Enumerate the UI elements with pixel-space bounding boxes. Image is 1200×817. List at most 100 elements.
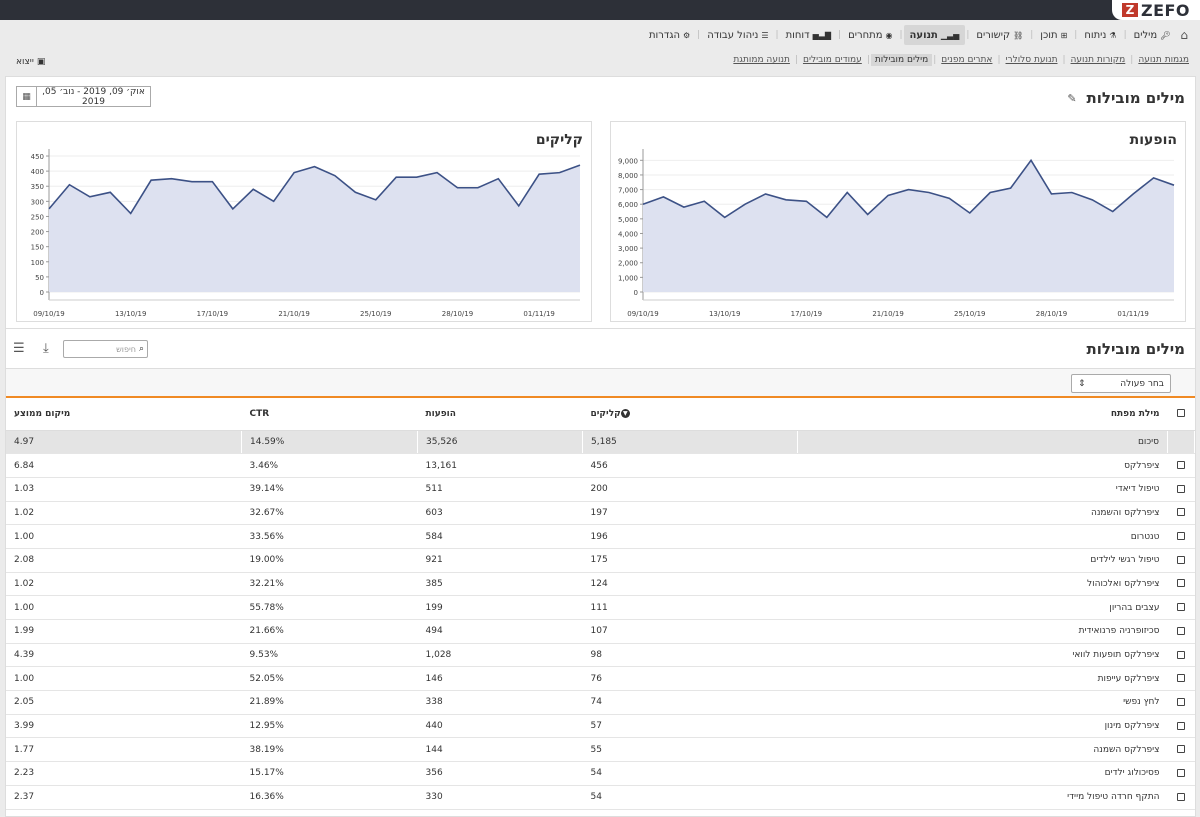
row-checkbox[interactable] (1177, 461, 1185, 470)
section-title: מילים מובילות (1086, 340, 1185, 358)
nav-item-7[interactable]: ניהול עבודה ☰ (701, 25, 774, 45)
wrench-icon[interactable]: ✎ (1067, 91, 1077, 105)
row-checkbox-cell (1167, 524, 1195, 549)
cell-keyword: סכיזופרניה פרנואידית (797, 619, 1168, 644)
cell-position: 1.02 (6, 572, 242, 597)
nav-item-label: קישורים (976, 29, 1011, 41)
x-tick-label: 13/10/19 (115, 310, 146, 318)
header-ctr[interactable]: CTR (241, 397, 418, 431)
series-line (642, 158, 1175, 219)
table-row[interactable]: טיפול דיאדי 200 511 39.14% 1.03 (6, 477, 1195, 502)
divider (6, 328, 1195, 329)
nav-item-3[interactable]: קישורים ⛓ (970, 25, 1029, 45)
subnav-separator: | (933, 55, 937, 65)
row-checkbox[interactable] (1177, 768, 1185, 777)
row-checkbox[interactable] (1177, 745, 1185, 754)
top-bar: Z ZEFO (0, 0, 1200, 20)
row-checkbox[interactable] (1177, 555, 1185, 564)
main-panel: מילים מובילות ✎ ▦ אוק׳ 09, 2019 - נוב׳ 0… (5, 76, 1196, 817)
y-tick-label: 300 (31, 198, 44, 206)
header-impressions[interactable]: הופעות (417, 397, 583, 431)
home-icon[interactable]: ⌂ (1180, 28, 1188, 42)
table-row[interactable]: ציפרלקס מינון 57 440 12.95% 3.99 (6, 714, 1195, 739)
nav-item-1[interactable]: ניתוח ⚗ (1078, 25, 1122, 45)
row-checkbox[interactable] (1177, 484, 1185, 493)
subnav-separator: | (1062, 55, 1066, 65)
cell-ctr: 52.05% (241, 666, 418, 692)
logo-mark: Z (1121, 3, 1138, 17)
cell-impressions: 584 (417, 524, 583, 549)
sub-nav: מגמות תנועה | מקורות תנועה | תנועת סלולרי | את… (729, 52, 1193, 68)
nav-item-5[interactable]: מתחרים ◉ (842, 25, 898, 45)
nav-item-0[interactable]: מילים 🔑︎ (1128, 25, 1177, 45)
row-checkbox[interactable] (1177, 721, 1185, 730)
cell-clicks: 54 (582, 761, 798, 786)
row-checkbox[interactable] (1177, 650, 1185, 659)
y-tick-label: 4,000 (618, 230, 638, 238)
nav-item-6[interactable]: דוחות ▅▃▇ (780, 25, 837, 45)
calendar-icon[interactable]: ▦ (17, 87, 37, 106)
export-link[interactable]: ייצוא ▣ (16, 57, 45, 67)
table-row[interactable]: ציפרלקס ואלכוהול 124 385 32.21% 1.02 (6, 572, 1195, 597)
table-row[interactable]: ציפרלקס 456 13,161 3.46% 6.84 (6, 453, 1195, 478)
subnav-item-6[interactable]: תנועה ממותגת (733, 55, 790, 65)
cell-clicks: 200 (582, 477, 798, 502)
table-row[interactable]: ציפרלקס עייפות 76 146 52.05% 1.00 (6, 666, 1195, 692)
nav-item-4[interactable]: תנועה ▁▃▅ (903, 25, 966, 45)
x-tick-label: 01/11/19 (523, 310, 554, 318)
column-settings-icon[interactable]: ☰ (13, 341, 25, 356)
nav-separator: | (966, 30, 970, 40)
row-checkbox[interactable] (1177, 674, 1185, 683)
series-area (643, 160, 1174, 292)
cell-position: 1.00 (6, 666, 242, 692)
subnav-item-5[interactable]: עמודים מובילים (802, 55, 862, 65)
nav-separator: | (697, 30, 701, 40)
cell-clicks: 74 (582, 690, 798, 715)
header-clicks[interactable]: ▼קליקים (582, 397, 798, 431)
subnav-item-4[interactable]: מילים מובילות (870, 54, 933, 66)
table-row[interactable]: ציפרלקס והשמנה 197 603 32.67% 1.02 (6, 501, 1195, 526)
table-row[interactable]: טנטרום 196 584 33.56% 1.00 (6, 524, 1195, 549)
select-all-checkbox[interactable] (1177, 409, 1185, 418)
table-row[interactable]: ציפרלקס תופעות לוואי 98 1,028 9.53% 4.39 (6, 643, 1195, 668)
subnav-item-0[interactable]: מגמות תנועה (1138, 55, 1189, 65)
table-row[interactable]: עצבים בהריון 111 199 55.78% 1.00 (6, 595, 1195, 620)
subnav-item-3[interactable]: אתרים מפנים (941, 55, 993, 65)
cell-impressions: 921 (417, 548, 583, 573)
row-checkbox[interactable] (1177, 792, 1185, 801)
row-checkbox[interactable] (1177, 697, 1185, 706)
cell-ctr: 9.53% (241, 643, 418, 668)
table-row[interactable]: התקף חרדה טיפול מיידי 54 330 16.36% 2.37 (6, 785, 1195, 810)
table-row[interactable]: סכיזופרניה פרנואידית 107 494 21.66% 1.99 (6, 619, 1195, 644)
y-tick-label: 150 (31, 244, 44, 252)
table-row[interactable]: פסיכולוג ילדים 54 356 15.17% 2.23 (6, 761, 1195, 786)
bulk-action-select[interactable]: בחר פעולה ⇕ (1071, 374, 1171, 393)
header-keyword[interactable]: מילת מפתח (797, 397, 1168, 431)
row-checkbox[interactable] (1177, 626, 1185, 635)
select-arrows-icon: ⇕ (1078, 378, 1086, 389)
total-cb-cell (1167, 430, 1195, 455)
cell-position: 1.77 (6, 737, 242, 763)
table-row[interactable]: ציפרלקס השמנה 55 144 38.19% 1.77 (6, 737, 1195, 763)
key-icon: 🔑︎ (1160, 30, 1171, 40)
search-input[interactable]: חיפוש ⌕ (63, 340, 148, 358)
subnav-item-2[interactable]: תנועת סלולרי (1005, 55, 1058, 65)
subnav-separator: | (997, 55, 1001, 65)
header-avg-position[interactable]: מיקום ממוצע (6, 397, 242, 431)
cell-impressions: 338 (417, 690, 583, 715)
table-row[interactable]: לחץ נפשי 74 338 21.89% 2.05 (6, 690, 1195, 715)
row-checkbox[interactable] (1177, 508, 1185, 517)
row-checkbox[interactable] (1177, 603, 1185, 612)
cell-keyword: ציפרלקס השמנה (797, 737, 1168, 763)
row-checkbox[interactable] (1177, 532, 1185, 541)
nav-item-2[interactable]: תוכן ⊞ (1034, 25, 1073, 45)
date-range-picker[interactable]: ▦ אוק׳ 09, 2019 - נוב׳ 05, 2019 (16, 86, 151, 107)
nav-item-8[interactable]: הגדרות ⚙ (643, 25, 696, 45)
cell-impressions: 385 (417, 572, 583, 597)
subnav-item-1[interactable]: מקורות תנועה (1070, 55, 1126, 65)
table-row[interactable]: טיפול רגשי לילדים 175 921 19.00% 2.08 (6, 548, 1195, 573)
brand-logo[interactable]: Z ZEFO (1112, 0, 1200, 20)
action-select-label: בחר פעולה (1120, 378, 1164, 389)
row-checkbox[interactable] (1177, 579, 1185, 588)
download-icon[interactable]: ⤓ (43, 341, 49, 356)
